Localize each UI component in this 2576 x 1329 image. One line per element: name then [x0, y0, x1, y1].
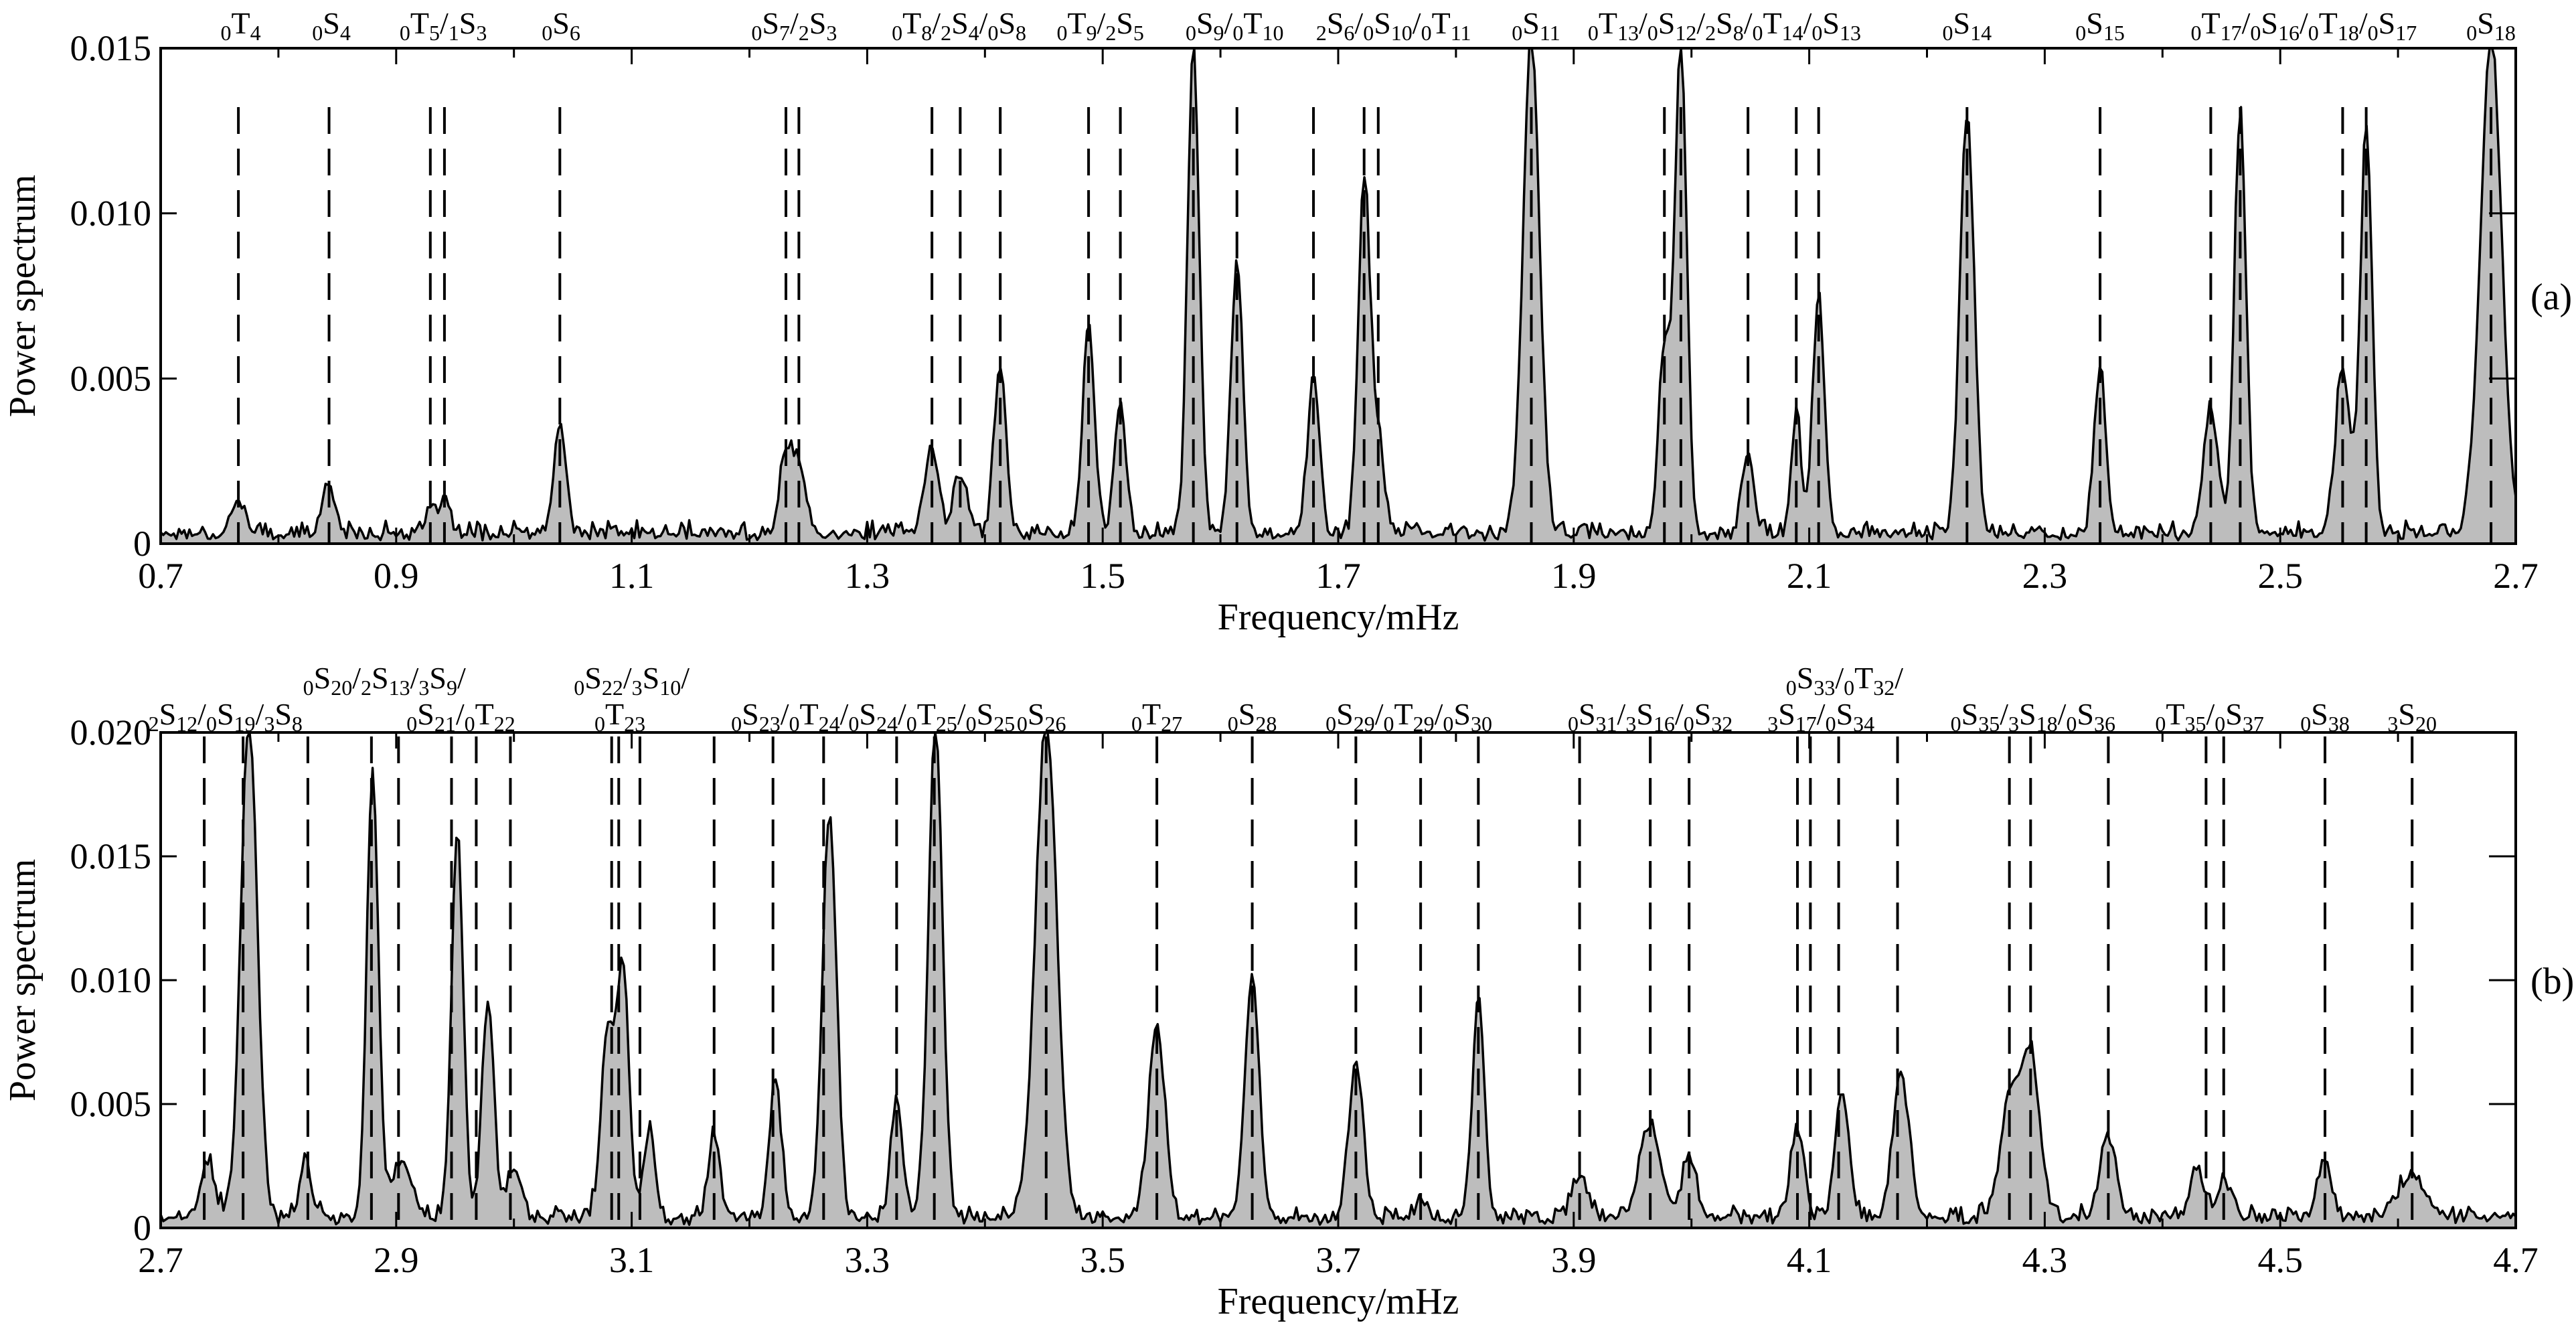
mode-lines-b	[203, 736, 2414, 1228]
spectrum-fill	[161, 732, 2516, 1228]
mode-label-6: 0S26	[1017, 697, 1066, 736]
panel-label-b: (b)	[2530, 961, 2574, 1002]
axis-ticks-a	[159, 47, 2517, 545]
x-tick-label: 4.7	[2493, 1240, 2539, 1280]
mode-label-9: 0S11	[1512, 6, 1560, 45]
plot-frame-b	[159, 731, 2517, 1229]
mode-label-13: 0T17/0S16/0T18/0S17	[2191, 6, 2417, 45]
mode-label-12: 3S17/0S34	[1767, 697, 1874, 736]
x-tick-label: 1.7	[1315, 556, 1361, 596]
panel-a: 0.7 0.9 1.1 1.3 1.5 1.7 1.9 2.1 2.3 2.5 2.7 0 0.005…	[2, 6, 2572, 638]
spectrum-b	[159, 731, 2517, 1228]
x-tick-label: 3.5	[1080, 1240, 1125, 1280]
y-tick-labels-a: 0 0.005 0.010 0.015	[70, 28, 152, 564]
x-tick-label: 1.3	[845, 556, 890, 596]
y-tick-label: 0.015	[70, 28, 152, 68]
x-tick-label: 3.7	[1315, 1240, 1361, 1280]
x-tick-label: 3.3	[845, 1240, 890, 1280]
x-tick-label: 1.5	[1080, 556, 1125, 596]
x-tick-label: 2.7	[2493, 556, 2539, 596]
spectrum-line	[159, 731, 2517, 1227]
x-tick-label: 2.5	[2257, 556, 2303, 596]
mode-lines-a	[237, 107, 2493, 544]
y-axis-label-b: Power spectrum	[2, 859, 44, 1101]
x-tick-label: 2.3	[2022, 556, 2068, 596]
y-tick-label: 0.005	[70, 358, 152, 398]
x-tick-labels-b: 2.7 2.9 3.1 3.3 3.5 3.7 3.9 4.1 4.3 4.5 4.7	[138, 1240, 2539, 1280]
mode-label-13: 0S35/3S18/0S36	[1951, 697, 2115, 736]
mode-label-3: 0S22/3S10/	[574, 661, 690, 700]
x-axis-label-b: Frequency/mHz	[1218, 1281, 1459, 1322]
y-axis-label-a: Power spectrum	[2, 175, 44, 417]
spectrum-a	[159, 47, 2517, 544]
y-tick-label: 0.015	[70, 836, 152, 876]
panel-label-a: (a)	[2530, 277, 2572, 318]
y-tick-label: 0.005	[70, 1084, 152, 1124]
mode-label-11: 0S14	[1943, 6, 1992, 45]
mode-label-3: 0S6	[542, 6, 580, 45]
mode-labels-a: 0T4 0S4 0T5/1S3 0S6 0S7/2S3 0T8/2S4/0S8 0T9/2S…	[221, 6, 2516, 45]
x-axis-label-a: Frequency/mHz	[1218, 597, 1459, 638]
x-tick-label: 1.1	[609, 556, 655, 596]
x-tick-label: 1.9	[1551, 556, 1597, 596]
y-tick-label: 0	[133, 1208, 151, 1248]
x-tick-label: 0.9	[374, 556, 419, 596]
mode-label-4: 0T23	[594, 697, 645, 736]
mode-label-1: 0S4	[312, 6, 351, 45]
mode-label-16: 3S20	[2387, 697, 2437, 736]
y-tick-label: 0.010	[70, 193, 152, 234]
x-tick-label: 4.1	[1787, 1240, 1832, 1280]
y-tick-labels-b: 0 0.005 0.010 0.015 0.020	[70, 712, 152, 1248]
axis-ticks-b	[159, 731, 2517, 1229]
mode-label-7: 0T27	[1131, 697, 1182, 736]
mode-label-2: 0S21/0T22	[406, 697, 515, 736]
y-tick-label: 0.010	[70, 960, 152, 1000]
spectrum-fill	[161, 48, 2516, 544]
mode-label-0: 0T4	[221, 6, 261, 45]
mode-label-15: 0S38	[2300, 697, 2350, 736]
mode-label-10: 0T13/0S12/2S8/0T14/0S13	[1588, 6, 1861, 45]
x-tick-labels-a: 0.7 0.9 1.1 1.3 1.5 1.7 1.9 2.1 2.3 2.5 2.7	[138, 556, 2539, 596]
mode-label-0: 2S12/0S19/3S8	[149, 697, 303, 736]
y-tick-label: 0	[133, 524, 151, 564]
mode-label-12: 0S15	[2075, 6, 2125, 45]
spectrum-line	[159, 47, 2517, 542]
mode-label-7: 0S9/0T10	[1186, 6, 1283, 45]
mode-label-8: 2S6/0S10/0T11	[1316, 6, 1471, 45]
x-tick-label: 4.3	[2022, 1240, 2068, 1280]
x-tick-label: 2.1	[1787, 556, 1832, 596]
plot-frame-a	[159, 47, 2517, 545]
mode-label-14: 0S18	[2466, 6, 2516, 45]
x-tick-label: 0.7	[138, 556, 183, 596]
x-tick-label: 2.9	[374, 1240, 419, 1280]
mode-label-2: 0T5/1S3	[400, 6, 487, 45]
panel-b: 2.7 2.9 3.1 3.3 3.5 3.7 3.9 4.1 4.3 4.5 4.7 0 0.005…	[2, 661, 2574, 1322]
mode-label-11: 0S33/0T32/	[1786, 661, 1903, 700]
mode-label-4: 0S7/2S3	[751, 6, 837, 45]
mode-label-6: 0T9/2S5	[1056, 6, 1143, 45]
mode-label-14: 0T35/0S37	[2155, 697, 2263, 736]
mode-label-5: 0T8/2S4/0S8	[892, 6, 1026, 45]
y-tick-label: 0.020	[70, 712, 152, 753]
mode-label-1: 0S20/2S13/3S9/	[303, 661, 466, 700]
mode-label-8: 0S28	[1228, 697, 1277, 736]
mode-label-5: 0S23/0T24/0S24/0T25/0S25	[731, 697, 1015, 736]
mode-label-10: 0S31/3S16/0S32	[1568, 697, 1733, 736]
x-tick-label: 3.9	[1551, 1240, 1597, 1280]
x-tick-label: 4.5	[2257, 1240, 2303, 1280]
x-tick-label: 2.7	[138, 1240, 183, 1280]
mode-label-9: 0S29/0T29/0S30	[1325, 697, 1492, 736]
x-tick-label: 3.1	[609, 1240, 655, 1280]
